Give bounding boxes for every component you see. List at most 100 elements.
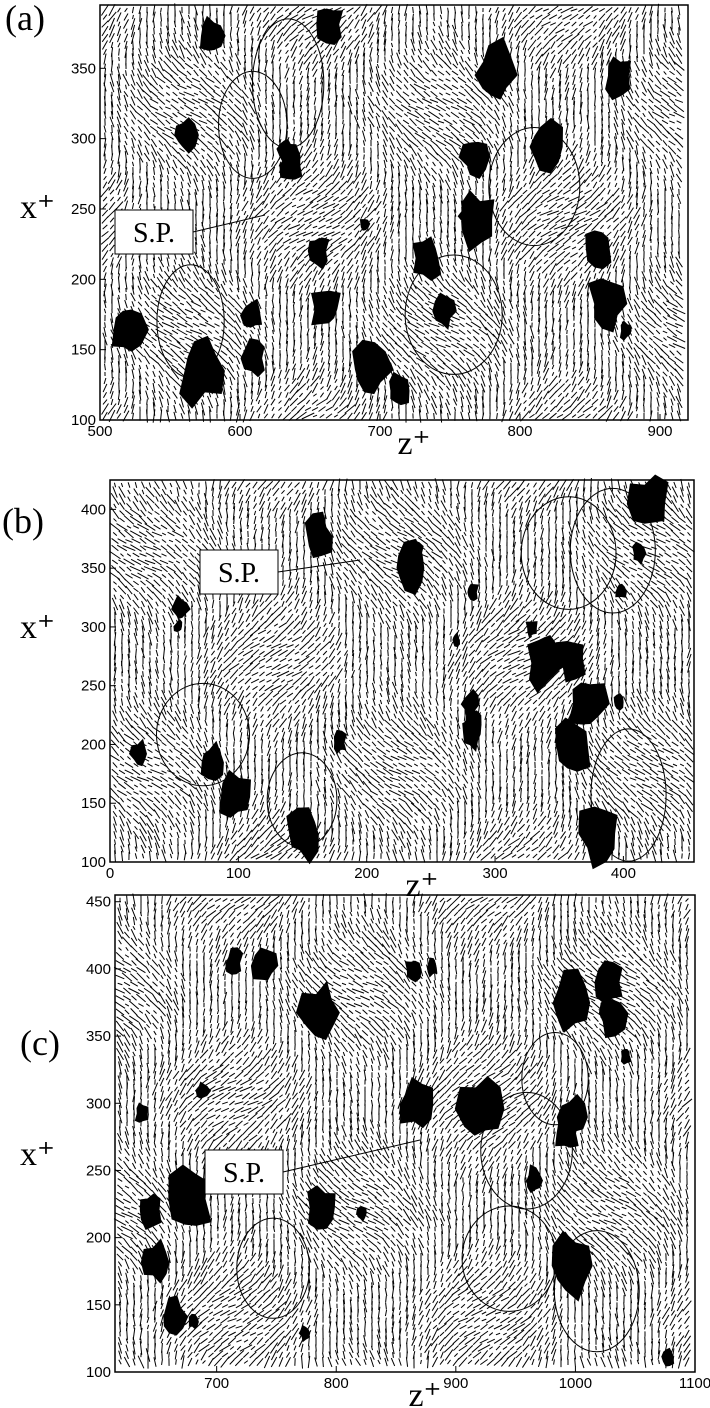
vector: [636, 140, 639, 145]
vector: [354, 224, 360, 230]
vector: [559, 362, 561, 371]
vector: [370, 322, 373, 328]
vector: [206, 77, 215, 82]
vector: [411, 56, 414, 62]
vector: [570, 253, 577, 257]
vector: [335, 350, 336, 356]
vector: [313, 54, 318, 64]
vector: [184, 105, 193, 111]
vector: [384, 204, 386, 208]
vector: [347, 265, 353, 274]
vector: [573, 169, 576, 173]
vector: [173, 288, 176, 292]
vector: [404, 278, 408, 289]
vector: [502, 26, 506, 35]
vector: [599, 188, 606, 196]
vector: [266, 98, 267, 104]
vector: [444, 119, 453, 124]
vector: [466, 99, 471, 103]
vector: [663, 47, 667, 58]
vector: [594, 36, 596, 39]
vector: [137, 106, 142, 110]
vector: [237, 7, 239, 12]
vector: [509, 263, 513, 275]
vector: [650, 215, 651, 225]
vector: [579, 48, 583, 56]
vector: [648, 139, 655, 146]
vector: [587, 57, 588, 61]
vector: [293, 127, 294, 131]
vector: [212, 146, 221, 155]
vector: [272, 75, 273, 85]
vector: [222, 270, 227, 283]
vector: [292, 205, 296, 207]
vector: [440, 49, 443, 55]
vector: [657, 242, 658, 254]
vector: [496, 134, 498, 138]
vector: [546, 103, 547, 113]
vector: [580, 68, 582, 78]
vector: [607, 396, 611, 409]
vector: [180, 168, 183, 174]
vector: [348, 272, 351, 280]
vector: [509, 223, 512, 230]
vector: [102, 244, 108, 251]
vector: [637, 414, 638, 418]
vector: [510, 358, 511, 362]
vector: [146, 55, 149, 63]
vector: [583, 21, 593, 26]
vector: [126, 85, 127, 89]
vector: [170, 75, 180, 85]
vector: [550, 406, 555, 412]
vector: [287, 85, 288, 90]
vector: [363, 127, 365, 131]
vector: [162, 316, 173, 321]
vector: [587, 340, 588, 352]
vector: [544, 36, 547, 40]
vector: [177, 323, 187, 327]
vector: [422, 307, 433, 315]
vector: [572, 377, 575, 386]
vector: [154, 204, 155, 208]
vector: [671, 180, 673, 190]
vector: [354, 41, 360, 50]
vector: [258, 246, 261, 250]
vector: [398, 271, 400, 281]
vector: [598, 216, 607, 223]
vector: [431, 40, 437, 50]
vector: [214, 337, 221, 340]
vector: [383, 286, 387, 293]
vector: [278, 22, 282, 27]
vector: [451, 364, 458, 369]
vector: [411, 69, 416, 77]
vector: [524, 393, 526, 398]
vector: [458, 77, 466, 83]
vector: [206, 308, 215, 313]
vector: [616, 270, 617, 282]
vector: [658, 28, 659, 35]
vector: [329, 350, 330, 357]
vector: [320, 176, 325, 181]
vector: [305, 224, 312, 229]
vector: [544, 260, 548, 264]
vector: [278, 253, 281, 257]
vector: [144, 132, 150, 140]
vector: [535, 8, 542, 12]
vector: [666, 322, 678, 327]
vector: [601, 392, 603, 398]
vector: [433, 36, 434, 41]
vector: [173, 92, 178, 96]
vector: [608, 272, 611, 280]
vector: [432, 392, 436, 398]
vector: [669, 121, 674, 123]
vector: [409, 99, 416, 103]
vector: [496, 188, 497, 196]
vector: [510, 406, 512, 412]
vector: [409, 144, 416, 156]
vector: [558, 168, 563, 175]
vector: [202, 155, 204, 158]
vector: [557, 55, 562, 63]
vector: [538, 273, 540, 279]
vector: [159, 140, 163, 145]
vector: [415, 329, 425, 334]
